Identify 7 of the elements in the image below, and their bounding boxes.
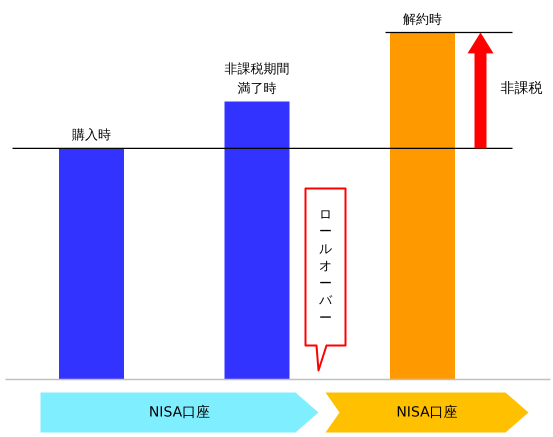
x-tick-label: 購入時 (72, 128, 111, 144)
text: NISA口座 (148, 404, 210, 420)
x-tick-label: 解約時 (403, 12, 442, 28)
x-tick-label: 非課税期間満了時 (224, 62, 290, 96)
text: NISA口座 (396, 404, 458, 420)
annotation: ロールオーバー (318, 207, 333, 326)
annotation: 非課税 (500, 80, 542, 96)
